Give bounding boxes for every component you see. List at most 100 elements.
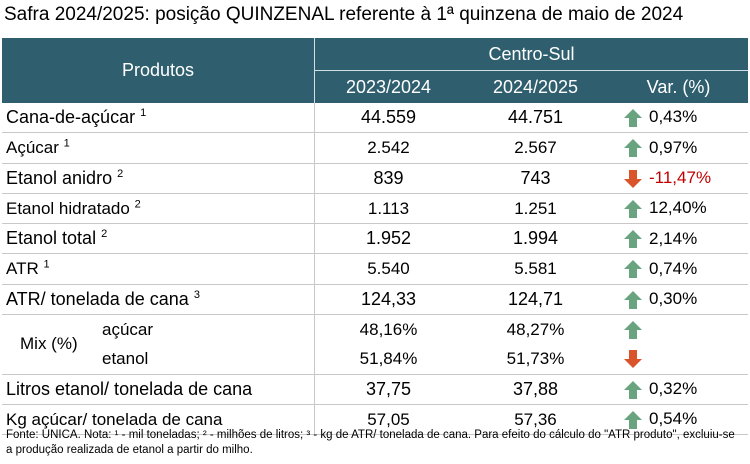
header-var: Var. (%) xyxy=(609,70,748,103)
variation-cell: -11,47% xyxy=(609,163,748,194)
variation-value: 0,30% xyxy=(649,289,698,309)
value-2023: 48,16% xyxy=(359,319,418,339)
arrow-up-icon xyxy=(623,259,643,279)
variation-cell: 0,97% xyxy=(609,132,748,164)
variation-cell: 0,74% xyxy=(609,253,748,285)
value-2023: 44.559 xyxy=(314,103,462,134)
variation-value: 0,74% xyxy=(649,258,698,278)
mix-label-cell: etanol xyxy=(2,344,315,375)
variation-cell: 0,43% xyxy=(609,103,748,134)
variation-cell xyxy=(609,344,748,375)
value-2024: 1.251 xyxy=(462,193,609,225)
arrow-up-icon xyxy=(623,108,643,128)
arrow-up-icon xyxy=(623,410,643,430)
variation-cell: 0,30% xyxy=(609,284,748,316)
table-row: Cana-de-açúcar 1 44.559 44.751 0,43% xyxy=(2,103,748,134)
row-label: Etanol anidro 2 xyxy=(2,163,315,194)
arrow-up-icon xyxy=(623,199,643,219)
row-label: Etanol hidratado 2 xyxy=(2,193,315,225)
mix-sub-label: etanol xyxy=(102,349,149,369)
variation-cell: 2,14% xyxy=(609,223,748,255)
table-row: ATR/ tonelada de cana 3 124,33 124,71 0,30% xyxy=(2,284,748,316)
variation-value: 0,97% xyxy=(649,137,698,157)
page-title: Safra 2024/2025: posição QUINZENAL refer… xyxy=(4,4,684,25)
row-label-text: ATR xyxy=(6,259,39,279)
table-row: ATR 1 5.540 5.581 0,74% xyxy=(2,253,748,285)
footnote-marker: 1 xyxy=(140,107,147,120)
row-label-text: Etanol hidratado xyxy=(6,198,130,218)
row-label-text: ATR/ tonelada de cana xyxy=(6,288,189,309)
header-region: Centro-Sul xyxy=(314,38,748,71)
row-label-text: Kg açúcar/ tonelada de cana xyxy=(6,409,223,429)
row-label: Etanol total 2 xyxy=(2,223,315,255)
table-row: Kg açúcar/ tonelada de cana 57,05 57,36 0,5… xyxy=(2,404,748,436)
value-2024: 37,88 xyxy=(462,374,609,405)
arrow-up-icon xyxy=(623,138,643,158)
arrow-up-icon xyxy=(623,320,643,340)
value-2024: 5.581 xyxy=(462,253,609,285)
table-row: Litros etanol/ tonelada de cana 37,75 37,8… xyxy=(2,374,748,405)
variation-value: -11,47% xyxy=(649,167,712,187)
value-2023: 37,75 xyxy=(314,374,462,405)
value-2024: 51,73% xyxy=(462,344,609,375)
data-table: Produtos Centro-Sul 2023/2024 2024/2025 … xyxy=(2,38,748,436)
row-label-text: Cana-de-açúcar xyxy=(6,107,136,128)
mix-label-cell: Mix (%)açúcar xyxy=(2,314,315,353)
variation-value: 0,54% xyxy=(649,409,698,429)
table-row: Etanol hidratado 2 1.113 1.251 12,40% xyxy=(2,193,748,225)
value-2024: 2.567 xyxy=(462,132,609,164)
header-produtos: Produtos xyxy=(2,38,315,103)
value-2023: 839 xyxy=(314,163,462,194)
value-2023: 2.542 xyxy=(314,132,462,164)
variation-cell: 0,32% xyxy=(609,374,748,405)
footnote-marker: 3 xyxy=(193,288,200,301)
row-label-text: Açúcar xyxy=(6,137,59,157)
variation-value: 2,14% xyxy=(649,228,698,248)
table-row: Etanol total 2 1.952 1.994 2,14% xyxy=(2,223,748,255)
variation-value: 12,40% xyxy=(649,198,707,218)
value-2023: 1.952 xyxy=(314,223,462,255)
variation-cell xyxy=(609,315,748,345)
variation-value: 0,43% xyxy=(649,107,698,127)
arrow-up-icon xyxy=(623,290,643,310)
table-row: Açúcar 1 2.542 2.567 0,97% xyxy=(2,132,748,164)
value-2024: 44.751 xyxy=(462,103,609,134)
table-body: Cana-de-açúcar 1 44.559 44.751 0,43% Açúcar … xyxy=(2,103,748,436)
row-label: Kg açúcar/ tonelada de cana xyxy=(2,404,315,436)
value-2024: 124,71 xyxy=(462,284,609,316)
footnote-marker: 2 xyxy=(101,228,108,241)
footnote-marker: 1 xyxy=(43,258,50,271)
footnote: Fonte: UNICA. Nota: ¹ - mil toneladas; ²… xyxy=(6,429,735,456)
header-col-2024: 2024/2025 xyxy=(462,70,609,103)
row-label-text: Litros etanol/ tonelada de cana xyxy=(6,378,253,399)
value-2024: 57,36 xyxy=(462,404,609,436)
footnote-marker: 2 xyxy=(134,197,141,210)
value-2024: 48,27% xyxy=(506,319,565,339)
table-row: Etanol anidro 2 839 743 -11,47% xyxy=(2,163,748,194)
mix-sub-label: açúcar xyxy=(102,319,154,339)
value-2023: 5.540 xyxy=(314,253,462,285)
value-2023: 57,05 xyxy=(314,404,462,436)
arrow-up-icon xyxy=(623,229,643,249)
footnote-marker: 2 xyxy=(117,167,124,180)
arrow-up-icon xyxy=(623,380,643,400)
value-2023: 1.113 xyxy=(314,193,462,225)
row-label-text: Etanol anidro xyxy=(6,167,113,188)
row-label-text: Etanol total xyxy=(6,228,97,249)
row-label: Litros etanol/ tonelada de cana xyxy=(2,374,315,405)
row-label: Cana-de-açúcar 1 xyxy=(2,103,315,134)
arrow-down-icon xyxy=(623,169,643,189)
row-label: ATR/ tonelada de cana 3 xyxy=(2,284,315,316)
value-2023: 124,33 xyxy=(314,284,462,316)
variation-cell: 12,40% xyxy=(609,193,748,225)
mix-row: etanol 51,84% 51,73% xyxy=(2,344,748,375)
header-col-2023: 2023/2024 xyxy=(314,70,462,103)
value-2023: 51,84% xyxy=(314,344,462,375)
value-2024: 1.994 xyxy=(462,223,609,255)
variation-value: 0,32% xyxy=(649,379,698,399)
footnote-marker: 1 xyxy=(63,137,70,150)
mix-row: Mix (%)açúcar 48,16% 48,27% xyxy=(2,314,748,353)
variation-cell: 0,54% xyxy=(609,404,748,436)
value-2024: 743 xyxy=(462,163,609,194)
row-label: ATR 1 xyxy=(2,253,315,285)
